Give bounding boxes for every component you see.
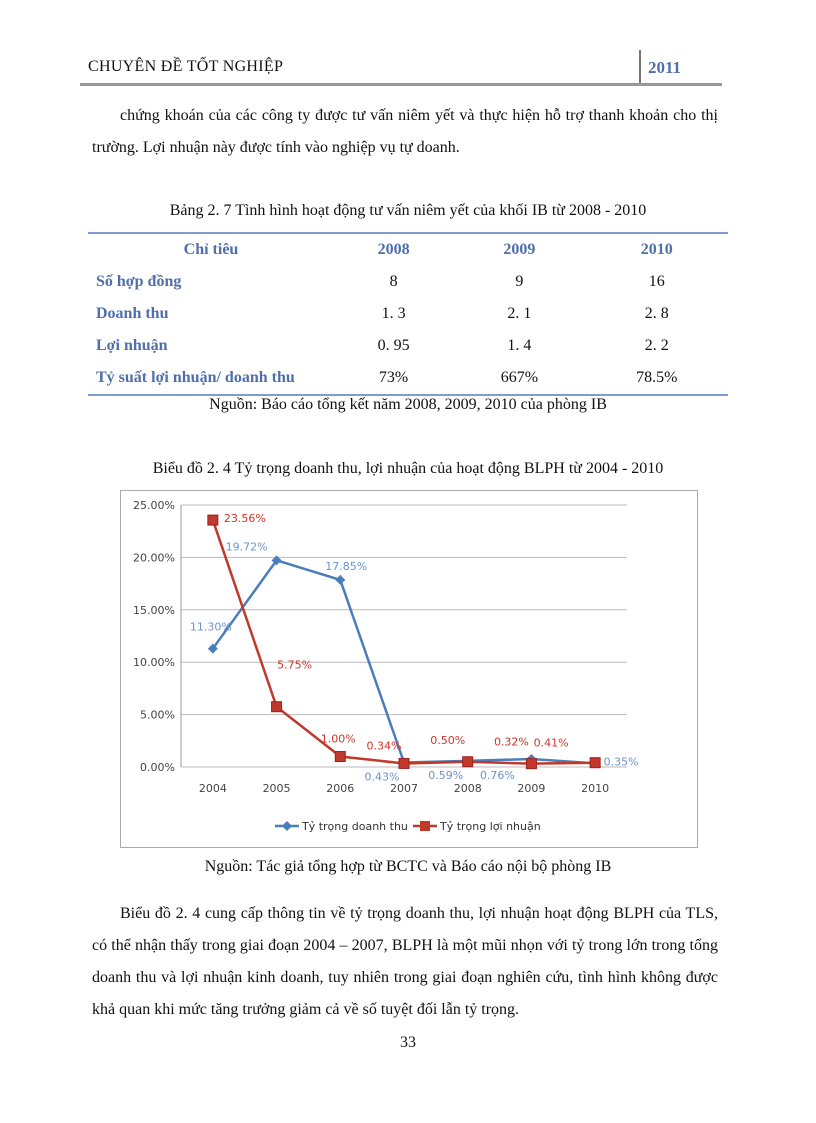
table-cell: 1. 3 <box>381 305 406 322</box>
y-tick-label: 20.00% <box>133 551 175 564</box>
data-point <box>398 757 410 769</box>
data-label: 0.50% <box>430 734 465 747</box>
table-source: Nguồn: Báo cáo tổng kết năm 2008, 2009, … <box>209 396 607 413</box>
y-tick-label: 10.00% <box>133 656 175 669</box>
x-tick-label: 2007 <box>390 782 418 795</box>
data-label: 17.85% <box>325 560 367 573</box>
table-cell: 8 <box>389 273 398 290</box>
data-label: 0.59% <box>428 769 463 782</box>
data-point <box>462 756 474 768</box>
table-cell: 2. 2 <box>644 337 669 354</box>
data-label: 0.32% <box>494 736 529 749</box>
x-tick-label: 2010 <box>581 782 609 795</box>
x-tick-label: 2005 <box>263 782 291 795</box>
table-row: Tỷ suất lợi nhuận/ doanh thu 73% 667% 78… <box>88 362 728 396</box>
y-tick-label: 25.00% <box>133 499 175 512</box>
page-number: 33 <box>400 1034 416 1051</box>
data-point <box>589 757 601 769</box>
paragraph: chứng khoán của các công ty được tư vấn … <box>92 107 718 156</box>
paragraph: Biểu đồ 2. 4 cung cấp thông tin về tỷ tr… <box>92 905 718 1018</box>
data-point <box>335 574 346 585</box>
row-label: Số hợp đồng <box>96 273 182 290</box>
header-title: CHUYÊN ĐỀ TỐT NGHIỆP <box>88 58 284 75</box>
table-cell: 73% <box>334 362 454 396</box>
chart-source: Nguồn: Tác giả tổng hợp từ BCTC và Báo c… <box>204 858 612 875</box>
legend-marker <box>282 821 292 831</box>
table-cell: 667% <box>453 362 586 396</box>
table-cell: 78.5% <box>585 362 728 396</box>
table-header-cell: Chỉ tiêu <box>88 232 334 266</box>
row-label: Doanh thu <box>96 305 169 322</box>
y-tick-label: 5.00% <box>140 709 175 722</box>
data-label: 0.76% <box>480 769 515 782</box>
x-tick-label: 2004 <box>199 782 227 795</box>
data-label: 0.41% <box>534 737 569 750</box>
data-point <box>271 701 283 713</box>
table-cell: 16 <box>648 273 665 290</box>
table-cell: 2. 8 <box>644 305 669 322</box>
data-label: 23.56% <box>224 512 266 525</box>
table-header-row: Chỉ tiêu 2008 2009 2010 <box>88 232 728 266</box>
data-label: 0.35% <box>604 755 639 768</box>
y-tick-label: 0.00% <box>140 761 175 774</box>
table-cell: 2. 1 <box>507 305 532 322</box>
data-point <box>271 555 282 566</box>
data-label: 1.00% <box>321 733 356 746</box>
table-header-cell: 2008 <box>334 232 454 266</box>
table-row: Lợi nhuận 0. 95 1. 4 2. 2 <box>88 330 728 362</box>
legend-label: Tỷ trọng lợi nhuận <box>439 820 541 833</box>
chart-caption: Biểu đồ 2. 4 Tỷ trọng doanh thu, lợi nhu… <box>152 460 664 477</box>
table-caption: Bảng 2. 7 Tình hình hoạt động tư vấn niê… <box>169 202 647 219</box>
data-point <box>207 514 219 526</box>
legend-marker <box>420 821 430 831</box>
table-cell: 0. 95 <box>377 337 410 354</box>
data-label: 0.43% <box>365 770 400 783</box>
row-label: Lợi nhuận <box>96 337 168 354</box>
legend-label: Tỷ trọng doanh thu <box>301 820 408 833</box>
table-cell: 9 <box>515 273 524 290</box>
y-tick-label: 15.00% <box>133 604 175 617</box>
header-year: 2011 <box>648 58 682 77</box>
data-table: Chỉ tiêu 2008 2009 2010 Số hợp đồng 8 9 … <box>88 232 728 396</box>
data-point <box>525 758 537 770</box>
data-label: 11.30% <box>190 621 232 634</box>
header-divider <box>639 50 641 84</box>
data-point <box>207 643 218 654</box>
table-cell: 1. 4 <box>507 337 532 354</box>
data-label: 19.72% <box>226 540 268 553</box>
chart-border <box>120 490 698 848</box>
data-point <box>334 751 346 763</box>
header-rule <box>80 83 722 86</box>
table-row: Số hợp đồng 8 9 16 <box>88 266 728 298</box>
x-tick-label: 2009 <box>517 782 545 795</box>
x-tick-label: 2006 <box>326 782 354 795</box>
data-label: 0.34% <box>367 739 402 752</box>
table-row: Doanh thu 1. 3 2. 1 2. 8 <box>88 298 728 330</box>
line-chart: 0.00% 5.00% 10.00% 15.00% 20.00% 25.00% 2004 20… <box>120 490 698 848</box>
table-header-cell: 2009 <box>453 232 586 266</box>
row-label: Tỷ suất lợi nhuận/ doanh thu <box>88 362 334 396</box>
x-tick-label: 2008 <box>454 782 482 795</box>
data-label: 5.75% <box>277 659 312 672</box>
table-header-cell: 2010 <box>585 232 728 266</box>
